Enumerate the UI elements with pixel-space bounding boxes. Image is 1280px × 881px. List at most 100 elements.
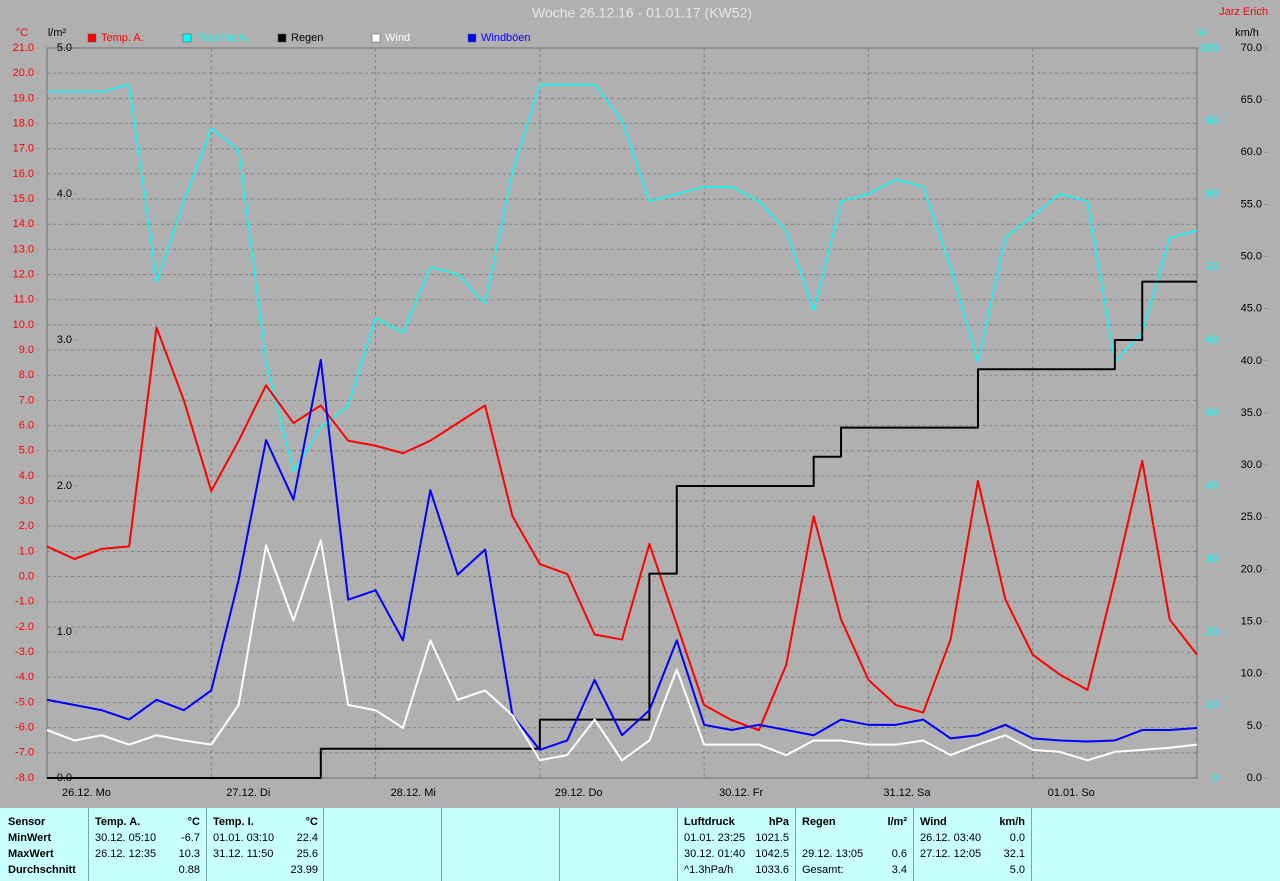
y-tick-label: 10.0 [13,319,34,331]
stats-table: Sensor MinWert MaxWert Durchschnitt Temp. A.… [0,808,1280,881]
y-tick-label: 11.0 [13,294,34,306]
y-tick-label: 13.0 [13,243,34,255]
humidity-tick-label: 20 [1206,626,1218,638]
table-cell: -6.7 [181,832,200,844]
wind-tick-label: 5.0 [1247,720,1262,732]
table-cell: km/h [999,816,1025,828]
y-tick-label: -1.0 [15,596,34,608]
y-tick-label: 20.0 [13,67,34,79]
y-tick-label: -5.0 [15,696,34,708]
y-tick-label: -6.0 [15,722,34,734]
wind-tick-label: 50.0 [1241,250,1262,262]
separator [913,808,914,881]
x-tick-label: 26.12. Mo [62,787,111,799]
wind-tick-label: 30.0 [1241,459,1262,471]
humidity-tick-label: 40 [1206,480,1218,492]
y-tick-label: 7.0 [19,394,34,406]
table-cell: 27.12. 12:05 [920,848,982,860]
table-cell: Luftdruck [684,816,735,828]
rain-tick-label: 1.0 [57,626,72,638]
table-cell: 01.01. 03:10 [213,832,275,844]
table-cell: hPa [768,816,789,828]
table-cell: 25.6 [296,848,318,860]
wind-tick-label: 0.0 [1247,772,1262,784]
plot-area [46,47,1198,779]
y-tick-label: 5.0 [19,445,34,457]
legend-label: Wind [385,32,410,44]
humidity-tick-label: 30 [1206,553,1218,565]
wind-tick-label: 20.0 [1241,563,1262,575]
y-tick-label: 8.0 [19,369,34,381]
legend-swatch [371,33,381,43]
y-tick-label: -4.0 [15,671,34,683]
chart: Woche 26.12.16 - 01.01.17 (KW52) Jarz Er… [13,5,1268,799]
wind-tick-label: 55.0 [1241,198,1262,210]
y-tick-label: 3.0 [19,495,34,507]
legend-swatch [467,33,477,43]
table-cell: Sensor [8,816,46,828]
separator [677,808,678,881]
rain-tick-label: 4.0 [57,188,72,200]
chart-title: Woche 26.12.16 - 01.01.17 (KW52) [532,5,752,21]
legend-swatch [182,33,192,43]
wind-tick-label: 35.0 [1241,407,1262,419]
table-cell: °C [187,816,200,828]
y-tick-label: 0.0 [19,571,34,583]
wind-tick-label: 25.0 [1241,511,1262,523]
separator [323,808,324,881]
y-axis-unit: °C [16,27,28,39]
table-cell: °C [305,816,318,828]
series-line [47,280,1197,779]
y-tick-label: 4.0 [19,470,34,482]
table-cell: Temp. I. [213,816,254,828]
table-cell: Gesamt: [802,864,844,876]
separator [441,808,442,881]
table-cell: 1042.5 [755,848,789,860]
x-tick-label: 27.12. Di [226,787,270,799]
legend-label: Temp. A. [101,32,144,44]
wind-tick-label: 60.0 [1241,146,1262,158]
separator [559,808,560,881]
table-cell: Regen [802,816,836,828]
table-cell: 29.12. 13:05 [802,848,864,860]
table-cell: 30.12. 05:10 [95,832,157,844]
series-line [46,539,1198,762]
separator [795,808,796,881]
series-line [46,358,1198,751]
rain-tick-label: 2.0 [57,480,72,492]
legend-label: Windböen [481,32,531,44]
table-cell: 0.0 [1009,832,1025,844]
table-cell: ^1.3hPa/h [684,864,734,876]
wind-tick-label: 10.0 [1241,668,1262,680]
wind-tick-label: 40.0 [1241,355,1262,367]
table-cell: 3.4 [891,864,907,876]
table-cell: MaxWert [8,848,54,860]
table-cell: MinWert [8,832,52,844]
humidity-tick-label: 10 [1206,699,1218,711]
table-cell: 1033.6 [755,864,789,876]
x-tick-label: 01.01. So [1048,787,1095,799]
table-cell: 22.4 [296,832,318,844]
series-line [46,326,1198,732]
wind-tick-label: 70.0 [1241,42,1262,54]
x-tick-label: 28.12. Mi [391,787,436,799]
separator [88,808,89,881]
x-tick-label: 31.12. Sa [883,787,931,799]
table-cell: 10.3 [178,848,200,860]
author: Jarz Erich [1219,6,1268,18]
wind-tick-label: 65.0 [1241,94,1262,106]
y-tick-label: 18.0 [13,117,34,129]
y-tick-label: 17.0 [13,143,34,155]
humidity-tick-label: 60 [1206,334,1218,346]
table-cell: 0.88 [178,864,200,876]
table-cell: 26.12. 03:40 [920,832,982,844]
table-cell: 1021.5 [755,832,789,844]
wind-axis-unit: km/h [1235,27,1259,39]
rain-axis-unit: l/m² [48,27,67,39]
x-tick-label: 29.12. Do [555,787,603,799]
table-cell: 5.0 [1009,864,1025,876]
humidity-tick-label: 70 [1206,261,1218,273]
y-tick-label: -7.0 [15,747,34,759]
table-cell: 32.1 [1003,848,1025,860]
humidity-tick-label: 0 [1212,772,1218,784]
